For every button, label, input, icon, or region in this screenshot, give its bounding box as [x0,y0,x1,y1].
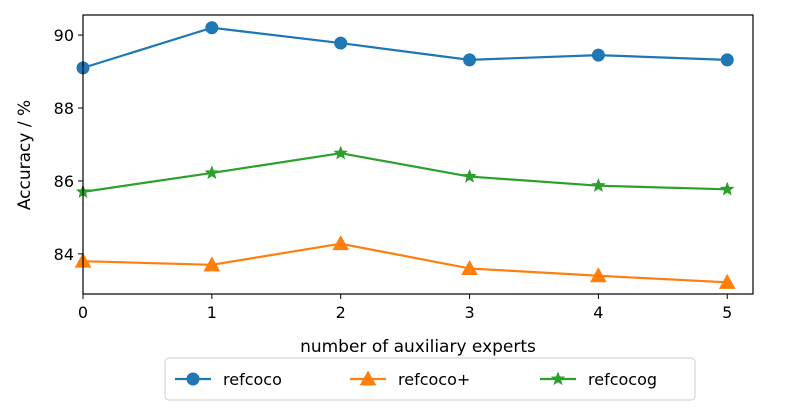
legend-item-refcoco: refcoco [175,370,282,389]
data-point-refcoco+ [718,273,736,289]
data-point-refcoco+ [203,256,221,272]
x-tick-label: 2 [336,303,346,322]
x-tick-label: 4 [593,303,603,322]
y-tick-label: 88 [54,99,74,118]
legend-marker [550,371,566,386]
data-point-refcoco [205,21,219,35]
data-point-refcoco+ [590,267,607,283]
legend-marker [359,370,377,386]
data-point-refcocog [591,178,606,192]
y-tick-label: 90 [54,26,74,45]
data-point-refcoco+ [461,259,478,275]
data-point-refcoco [591,48,605,62]
legend: refcoco refcoco+ refcocog [164,357,696,401]
y-axis-ticks: 84 86 88 90 [54,26,83,264]
x-tick-label: 0 [78,303,88,322]
x-axis-ticks: 0 1 2 3 4 5 [78,294,732,322]
data-point-refcocog [462,168,477,183]
legend-item-refcoco+: refcoco+ [350,370,470,389]
legend-item-refcocog: refcocog [540,370,657,389]
legend-label: refcoco [223,370,282,389]
data-point-refcoco [334,36,348,50]
series-line-refcoco [82,26,728,69]
legend-frame [164,357,696,401]
series-refcoco+ [74,235,736,289]
series-line-refcoco+ [82,242,728,284]
y-tick-label: 84 [54,245,74,264]
plot-frame [82,14,754,295]
data-point-refcoco [463,53,477,67]
x-tick-label: 1 [207,303,217,322]
legend-marker [186,372,200,386]
data-point-refcocog [719,181,735,196]
data-point-refcocog [204,165,220,180]
series-layer [74,21,736,289]
data-point-refcoco [720,53,734,67]
y-axis-label: Accuracy / % [15,100,35,210]
legend-label: refcocog [588,370,657,389]
data-point-refcocog [333,145,348,160]
data-point-refcoco+ [332,235,350,251]
x-axis-label: number of auxiliary experts [300,337,536,357]
x-tick-label: 5 [722,303,732,322]
x-tick-label: 3 [464,303,474,322]
series-line-refcocog [82,152,728,193]
legend-label: refcoco+ [398,370,470,389]
series-refcoco [76,21,734,75]
y-tick-label: 86 [54,172,74,191]
series-refcocog [75,145,735,199]
